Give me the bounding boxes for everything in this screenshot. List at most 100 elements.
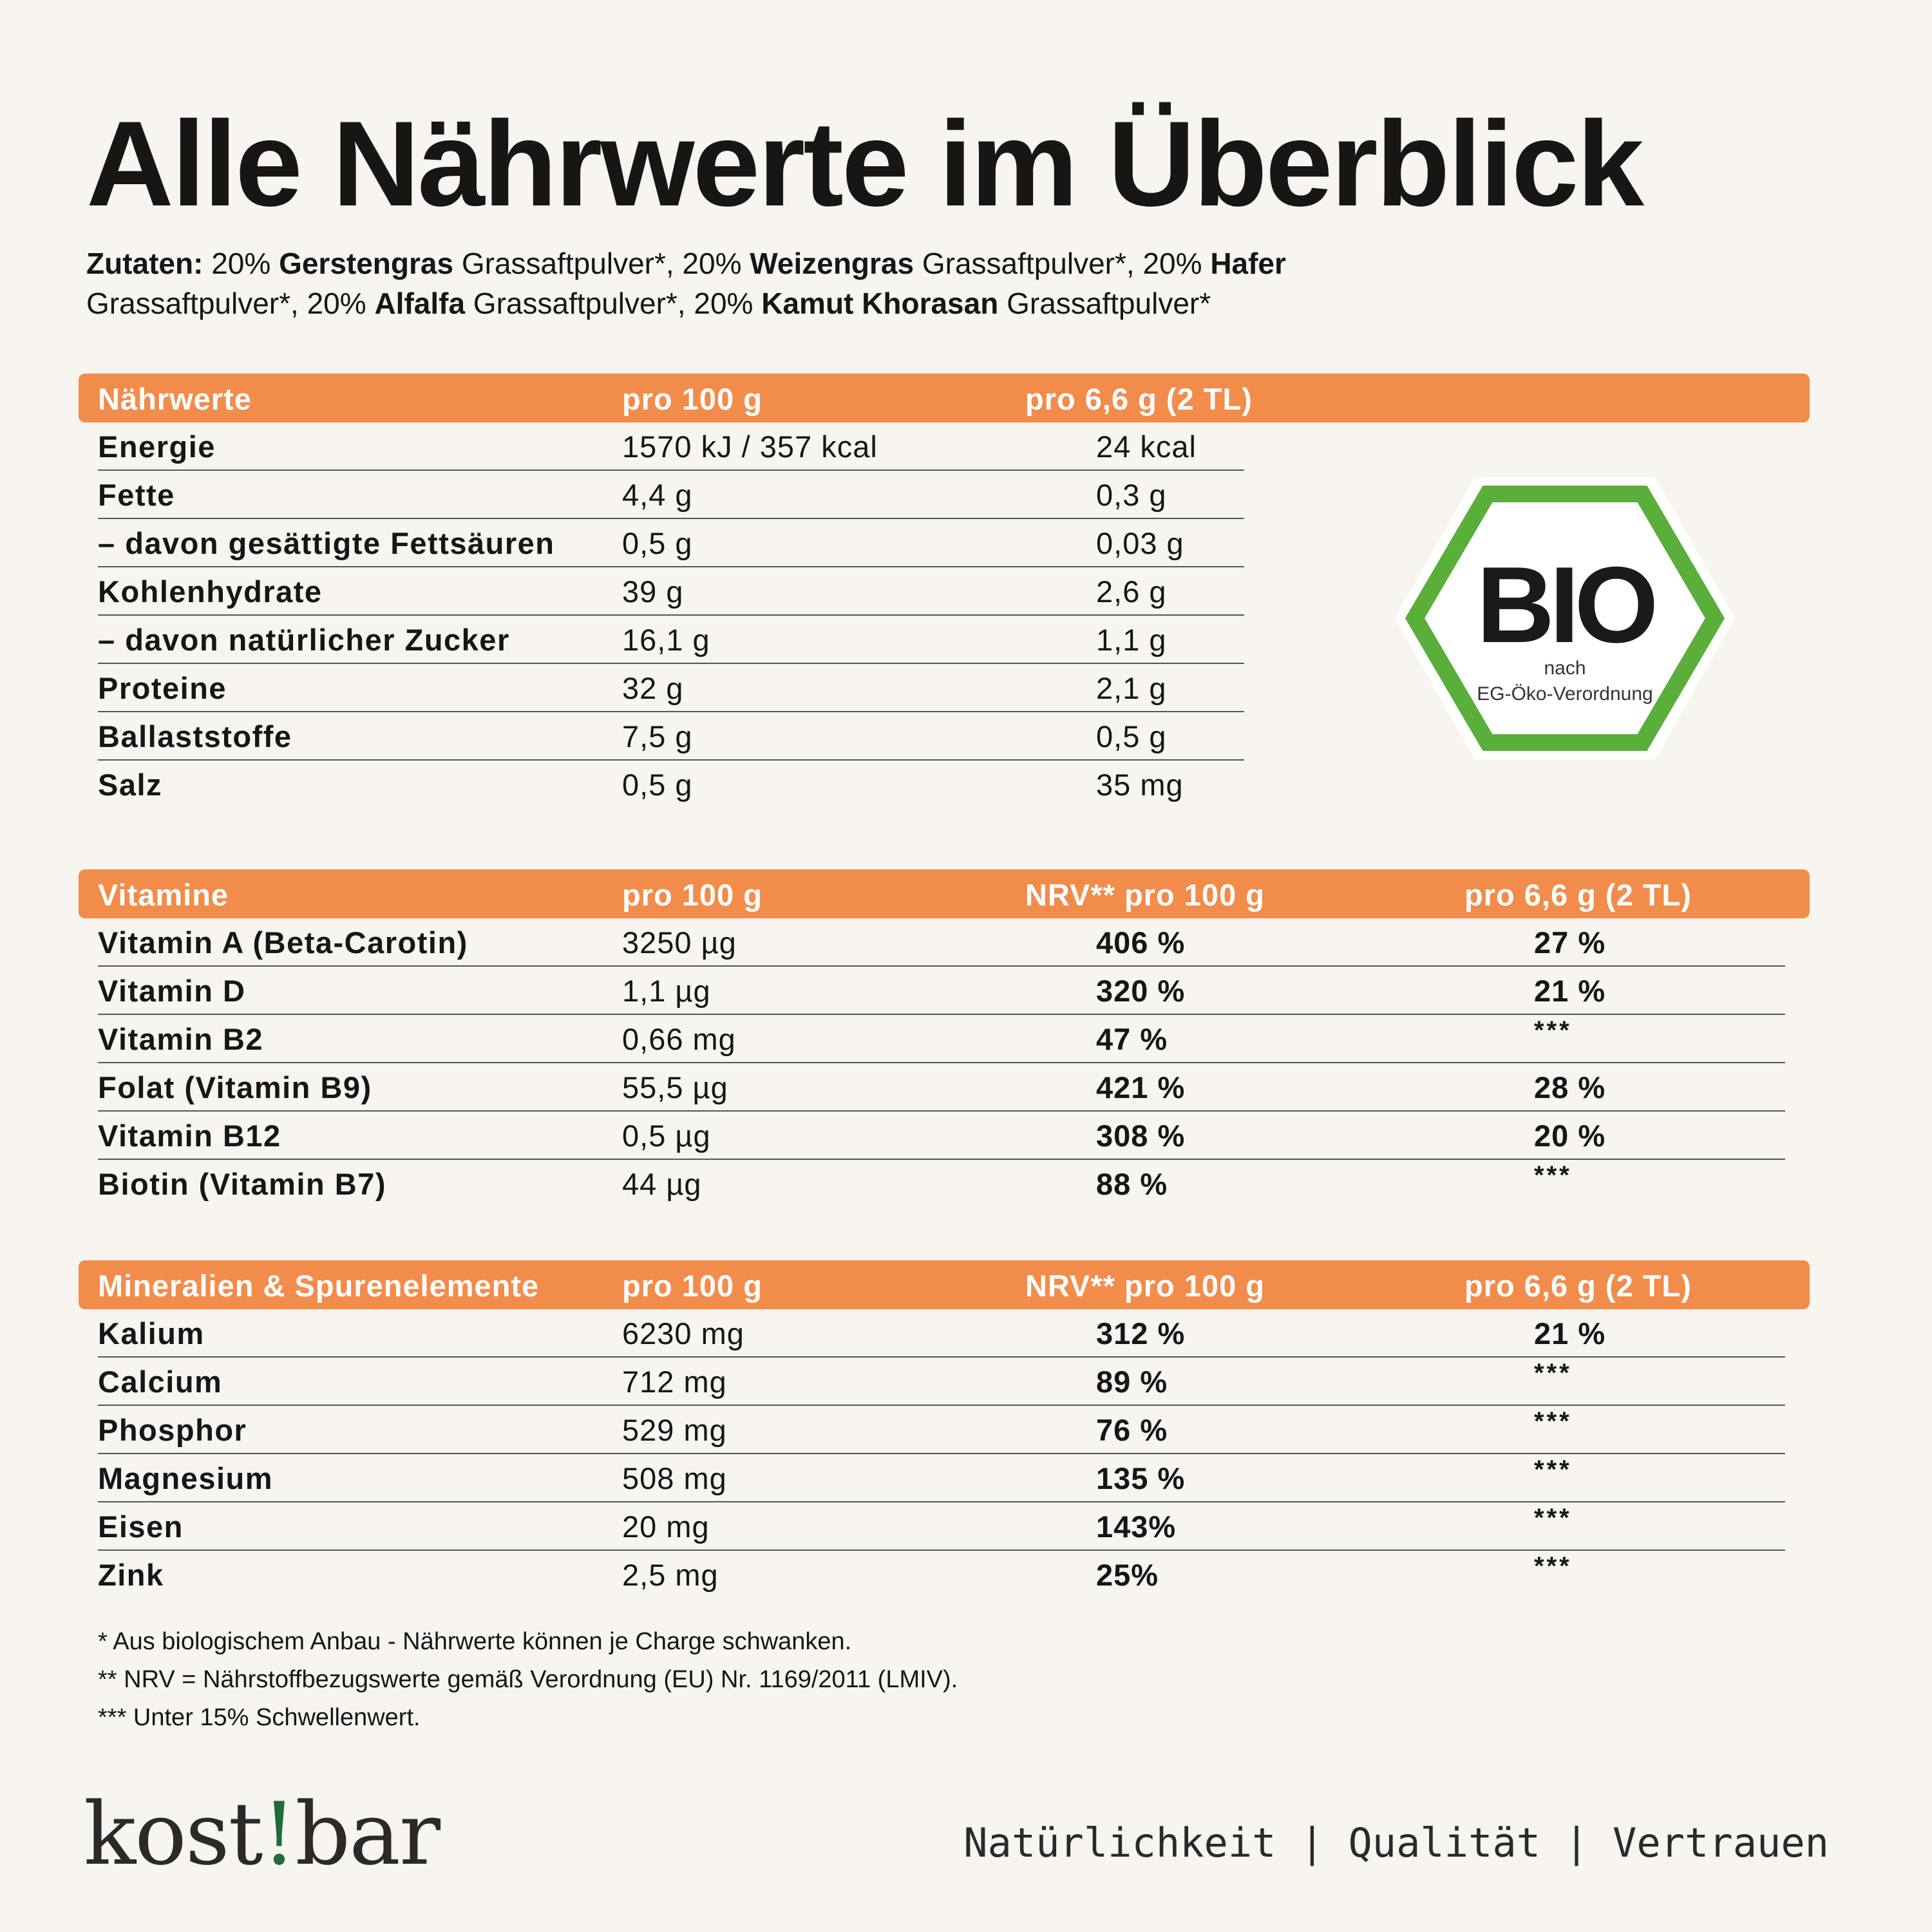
table-row: – davon gesättigte Fettsäuren 0,5 g 0,03 g (79, 519, 1810, 567)
table-cell: 0,5 µg (622, 1119, 711, 1153)
table-cell: – davon gesättigte Fettsäuren (98, 526, 555, 560)
row-divider (98, 1405, 1785, 1406)
table-cell: 20 % (1534, 1119, 1606, 1153)
row-divider (98, 1110, 1785, 1112)
table-cell: Magnesium (98, 1461, 274, 1495)
table-row: Magnesium 508 mg 135 % *** (79, 1454, 1810, 1502)
table-cell: Vitamin B12 (98, 1119, 281, 1153)
table-cell: 0,3 g (1096, 478, 1167, 512)
table-cell: 4,4 g (622, 478, 693, 512)
table-cell: 6230 mg (622, 1316, 744, 1350)
nutrition-header-serving: pro 6,6 g (2 TL) (1025, 382, 1253, 416)
row-divider (98, 1062, 1785, 1063)
row-divider (98, 1549, 1785, 1551)
footnote-organic: * Aus biologischem Anbau - Nährwerte kön… (98, 1628, 852, 1655)
table-cell: 2,1 g (1096, 671, 1167, 705)
row-divider (98, 566, 1244, 567)
table-cell: Phosphor (98, 1413, 247, 1447)
table-cell: 21 % (1534, 974, 1606, 1008)
bio-seal-line1: nach (1544, 658, 1586, 679)
table-row: Fette 4,4 g 0,3 g (79, 471, 1810, 519)
minerals-header-per100: pro 100 g (622, 1269, 762, 1303)
row-divider (98, 518, 1244, 519)
table-cell: 308 % (1096, 1119, 1186, 1153)
table-cell: 39 g (622, 574, 684, 609)
vitamins-header-nrv: NRV** pro 100 g (1025, 878, 1265, 912)
row-divider (98, 711, 1244, 712)
table-cell: 143% (1096, 1510, 1177, 1544)
brand-logo-mark: ! (261, 1784, 297, 1884)
table-cell: 712 mg (622, 1365, 727, 1399)
nutrition-rows: Energie 1570 kJ / 357 kcal 24 kcal Fette 4,4… (79, 422, 1810, 809)
bio-seal-outer (1395, 477, 1735, 759)
table-cell: 0,66 mg (622, 1022, 736, 1056)
bio-seal-border (1405, 486, 1725, 751)
table-cell: Ballaststoffe (98, 719, 292, 753)
table-cell: Vitamin A (Beta-Carotin) (98, 925, 468, 960)
table-cell: 421 % (1096, 1070, 1186, 1104)
table-cell: 88 % (1096, 1167, 1168, 1201)
table-cell: 1,1 µg (622, 974, 711, 1008)
table-cell: 529 mg (622, 1413, 727, 1447)
table-cell: 35 mg (1096, 768, 1184, 802)
row-divider (98, 1453, 1785, 1454)
table-row: Vitamin B12 0,5 µg 308 % 20 % (79, 1112, 1810, 1160)
table-row: Kohlenhydrate 39 g 2,6 g (79, 567, 1810, 616)
table-cell: Kohlenhydrate (98, 574, 323, 609)
nutrition-table: Nährwerte pro 100 g pro 6,6 g (2 TL) Ene… (79, 374, 1810, 809)
table-cell: 320 % (1096, 974, 1186, 1008)
table-cell: 1570 kJ / 357 kcal (622, 430, 878, 464)
row-divider (98, 469, 1244, 471)
table-row: Proteine 32 g 2,1 g (79, 664, 1810, 712)
table-cell: Calcium (98, 1365, 223, 1399)
table-cell: Vitamin B2 (98, 1022, 264, 1056)
footnotes: * Aus biologischem Anbau - Nährwerte kön… (98, 1623, 958, 1737)
table-cell: 76 % (1096, 1413, 1168, 1447)
table-cell: *** (1534, 1407, 1572, 1435)
table-cell: Biotin (Vitamin B7) (98, 1167, 387, 1201)
table-cell: 312 % (1096, 1316, 1186, 1350)
table-row: Vitamin A (Beta-Carotin) 3250 µg 406 % 27 % (79, 918, 1810, 967)
table-cell: Kalium (98, 1316, 205, 1350)
table-cell: 135 % (1096, 1461, 1186, 1495)
minerals-table-header: Mineralien & Spurenelemente pro 100 g NR… (79, 1260, 1810, 1309)
table-row: Eisen 20 mg 143% *** (79, 1502, 1810, 1551)
footnote-threshold: *** Unter 15% Schwellenwert. (98, 1704, 421, 1731)
table-cell: Energie (98, 430, 216, 464)
row-divider (98, 1501, 1785, 1502)
table-cell: Folat (Vitamin B9) (98, 1070, 372, 1104)
table-row: Phosphor 529 mg 76 % *** (79, 1406, 1810, 1454)
table-cell: 44 µg (622, 1167, 702, 1201)
vitamins-table-header: Vitamine pro 100 g NRV** pro 100 g pro 6… (79, 869, 1810, 918)
nutrition-header-label: Nährwerte (98, 382, 252, 416)
row-divider (98, 1159, 1785, 1160)
table-row: – davon natürlicher Zucker 16,1 g 1,1 g (79, 616, 1810, 664)
table-cell: 20 mg (622, 1510, 710, 1544)
vitamins-header-serving: pro 6,6 g (2 TL) (1464, 878, 1692, 912)
footnote-nrv: ** NRV = Nährstoffbezugswerte gemäß Vero… (98, 1666, 958, 1693)
bio-seal-word: BIO (1477, 544, 1654, 665)
table-cell: 0,03 g (1096, 526, 1184, 560)
table-row: Ballaststoffe 7,5 g 0,5 g (79, 712, 1810, 761)
table-cell: 0,5 g (1096, 719, 1167, 753)
table-cell: 25% (1096, 1558, 1159, 1592)
row-divider (98, 663, 1244, 664)
table-row: Vitamin D 1,1 µg 320 % 21 % (79, 967, 1810, 1015)
table-row: Energie 1570 kJ / 357 kcal 24 kcal (79, 422, 1810, 471)
table-cell: 406 % (1096, 925, 1186, 960)
nutrition-header-per100: pro 100 g (622, 382, 762, 416)
row-divider (98, 1356, 1785, 1358)
table-cell: 55,5 µg (622, 1070, 728, 1104)
row-divider (98, 1014, 1785, 1015)
table-cell: Salz (98, 768, 163, 802)
table-cell: 508 mg (622, 1461, 727, 1495)
table-cell: 47 % (1096, 1022, 1168, 1056)
brand-logo: kost!bar (84, 1784, 440, 1884)
table-row: Vitamin B2 0,66 mg 47 % *** (79, 1015, 1810, 1063)
table-cell: – davon natürlicher Zucker (98, 623, 510, 657)
vitamins-table: Vitamine pro 100 g NRV** pro 100 g pro 6… (79, 869, 1810, 1208)
bio-seal-line2: EG-Öko-Verordnung (1477, 683, 1653, 705)
table-cell: 21 % (1534, 1316, 1606, 1350)
minerals-header-label: Mineralien & Spurenelemente (98, 1269, 540, 1303)
table-cell: Proteine (98, 671, 227, 705)
